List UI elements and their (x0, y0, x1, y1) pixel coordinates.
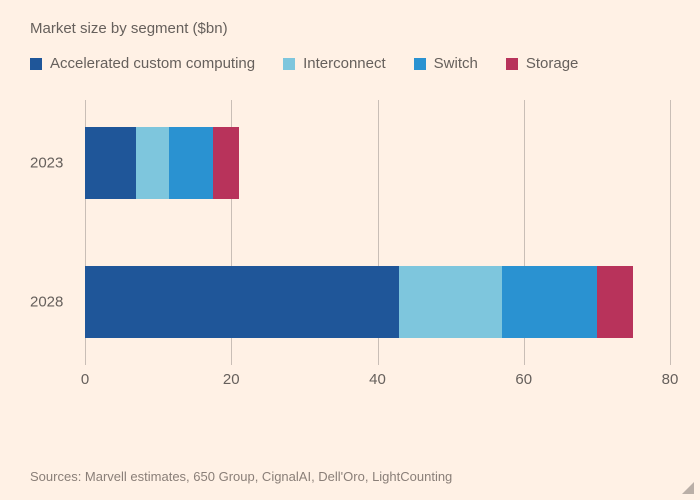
x-axis-tick: 20 (223, 371, 240, 388)
legend-swatch (30, 58, 42, 70)
x-axis: 020406080 (85, 371, 670, 396)
bar-segment (136, 127, 169, 199)
legend-swatch (414, 58, 426, 70)
x-axis-tick: 40 (369, 371, 386, 388)
bar-segment (502, 266, 597, 338)
bar-segment (169, 127, 213, 199)
legend-swatch (506, 58, 518, 70)
bar-segment (213, 127, 239, 199)
legend-swatch (283, 58, 295, 70)
y-axis-label: 2028 (30, 294, 75, 311)
legend-label: Accelerated custom computing (50, 55, 255, 72)
legend-item: Accelerated custom computing (30, 55, 255, 72)
sources-text: Sources: Marvell estimates, 650 Group, C… (30, 469, 452, 484)
legend-item: Storage (506, 55, 579, 72)
legend-label: Interconnect (303, 55, 386, 72)
chart-subtitle: Market size by segment ($bn) (30, 20, 670, 37)
bar-row (85, 266, 633, 338)
legend: Accelerated custom computing Interconnect… (30, 55, 670, 72)
y-axis-label: 2023 (30, 155, 75, 172)
bar-segment (85, 127, 136, 199)
gridline (670, 100, 671, 365)
x-axis-tick: 0 (81, 371, 89, 388)
chart-area: 20232028 020406080 (85, 100, 670, 400)
resize-corner-icon (682, 482, 694, 494)
bar-row (85, 127, 239, 199)
legend-label: Switch (434, 55, 478, 72)
x-axis-tick: 80 (662, 371, 679, 388)
legend-item: Switch (414, 55, 478, 72)
bar-segment (85, 266, 399, 338)
bar-segment (597, 266, 634, 338)
bar-segment (399, 266, 501, 338)
plot: 20232028 (85, 100, 670, 365)
legend-label: Storage (526, 55, 579, 72)
x-axis-tick: 60 (515, 371, 532, 388)
legend-item: Interconnect (283, 55, 386, 72)
